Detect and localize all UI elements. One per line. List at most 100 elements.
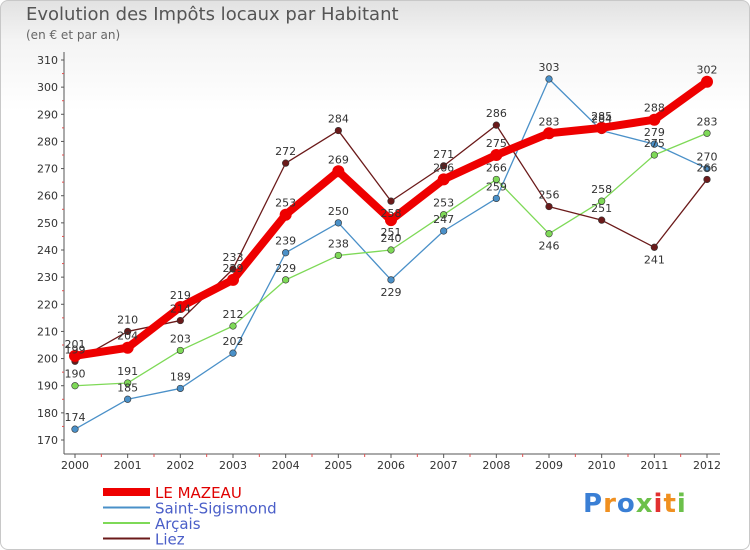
data-label: 270 — [697, 151, 718, 164]
data-point — [703, 129, 711, 137]
logo-letter: x — [635, 489, 654, 519]
data-point — [229, 322, 237, 330]
x-tick-label: 2007 — [430, 459, 458, 472]
data-point — [703, 164, 711, 173]
data-label: 284 — [328, 113, 349, 126]
y-tick-label: 310 — [37, 54, 58, 67]
data-point — [71, 425, 79, 433]
data-point — [229, 349, 237, 357]
y-tick-label: 170 — [37, 434, 58, 447]
data-point — [545, 202, 553, 211]
data-label: 203 — [170, 332, 191, 345]
data-point — [332, 165, 345, 178]
logo-letter: t — [663, 489, 677, 519]
data-label: 271 — [433, 148, 454, 161]
y-tick-label: 260 — [37, 190, 58, 203]
data-point — [650, 243, 658, 251]
logo-letter: i — [676, 489, 687, 519]
data-label: 275 — [486, 137, 507, 150]
data-label: 284 — [591, 113, 612, 126]
data-point — [440, 162, 448, 170]
logo-letter: r — [603, 489, 617, 519]
data-point — [492, 121, 500, 129]
data-label: 253 — [275, 197, 296, 210]
data-point — [598, 216, 606, 224]
data-label: 199 — [65, 343, 86, 356]
chart-title: Evolution des Impôts locaux par Habitant — [26, 4, 399, 25]
data-point — [124, 395, 132, 403]
data-label: 303 — [539, 61, 560, 74]
data-point — [69, 349, 81, 362]
data-label: 191 — [117, 365, 138, 378]
logo-letter: o — [616, 489, 636, 519]
data-point — [282, 276, 290, 284]
data-label: 279 — [644, 126, 665, 139]
legend-label: Liez — [155, 531, 185, 549]
legend-label: LE MAZEAU — [155, 484, 242, 502]
x-tick-label: 2009 — [535, 459, 563, 472]
data-point — [387, 246, 395, 254]
x-tick-label: 2001 — [114, 459, 142, 472]
data-label: 258 — [591, 183, 612, 196]
data-label: 250 — [328, 205, 349, 218]
data-point — [703, 175, 711, 184]
data-point — [282, 159, 290, 167]
data-point — [543, 127, 555, 140]
data-point — [334, 219, 342, 227]
data-point — [71, 382, 79, 390]
data-point — [492, 175, 500, 184]
proxiti-logo: Proxiti — [583, 489, 687, 519]
data-label: 286 — [486, 107, 507, 120]
data-label: 229 — [223, 262, 244, 275]
data-label: 247 — [433, 213, 454, 226]
x-tick-label: 2000 — [61, 459, 89, 472]
y-tick-label: 220 — [37, 298, 58, 311]
data-point — [174, 301, 187, 313]
logo-letter: P — [583, 489, 604, 519]
x-tick-label: 2005 — [324, 459, 352, 472]
y-tick-label: 240 — [37, 244, 58, 257]
data-label: 246 — [539, 240, 560, 253]
data-label: 229 — [275, 262, 296, 275]
data-point — [545, 75, 553, 83]
y-tick-label: 300 — [37, 81, 58, 94]
data-label: 283 — [697, 115, 718, 128]
data-point — [595, 121, 608, 134]
y-tick-label: 210 — [37, 325, 58, 338]
x-tick-label: 2012 — [693, 459, 721, 472]
data-label: 256 — [539, 189, 560, 202]
data-label: 266 — [486, 161, 507, 174]
data-label: 266 — [697, 161, 718, 174]
y-tick-label: 290 — [37, 108, 58, 121]
data-point — [229, 265, 237, 273]
data-point — [176, 316, 184, 325]
legend-label: Saint-Sigismond — [155, 500, 277, 518]
data-label: 214 — [170, 303, 191, 316]
data-label: 275 — [644, 137, 665, 150]
data-point — [598, 197, 606, 205]
series-line-2 — [74, 132, 708, 387]
data-label: 239 — [275, 235, 296, 248]
data-point — [124, 327, 132, 336]
data-label: 283 — [539, 115, 560, 128]
y-tick-label: 190 — [37, 380, 58, 393]
data-label: 174 — [65, 411, 86, 424]
data-label: 251 — [381, 226, 402, 239]
legend-label: Arçais — [155, 515, 201, 533]
data-label: 251 — [591, 202, 612, 215]
x-tick-label: 2008 — [482, 459, 510, 472]
data-point — [176, 346, 184, 355]
y-tick-label: 250 — [37, 217, 58, 230]
y-tick-label: 230 — [37, 271, 58, 284]
data-label: 241 — [644, 253, 665, 266]
data-label: 253 — [433, 197, 454, 210]
data-label: 272 — [275, 145, 296, 158]
data-point — [282, 249, 290, 257]
data-point — [279, 208, 292, 221]
data-label: 266 — [433, 161, 454, 174]
data-point — [650, 140, 658, 148]
y-tick-label: 280 — [37, 135, 58, 148]
x-tick-label: 2011 — [640, 459, 668, 472]
